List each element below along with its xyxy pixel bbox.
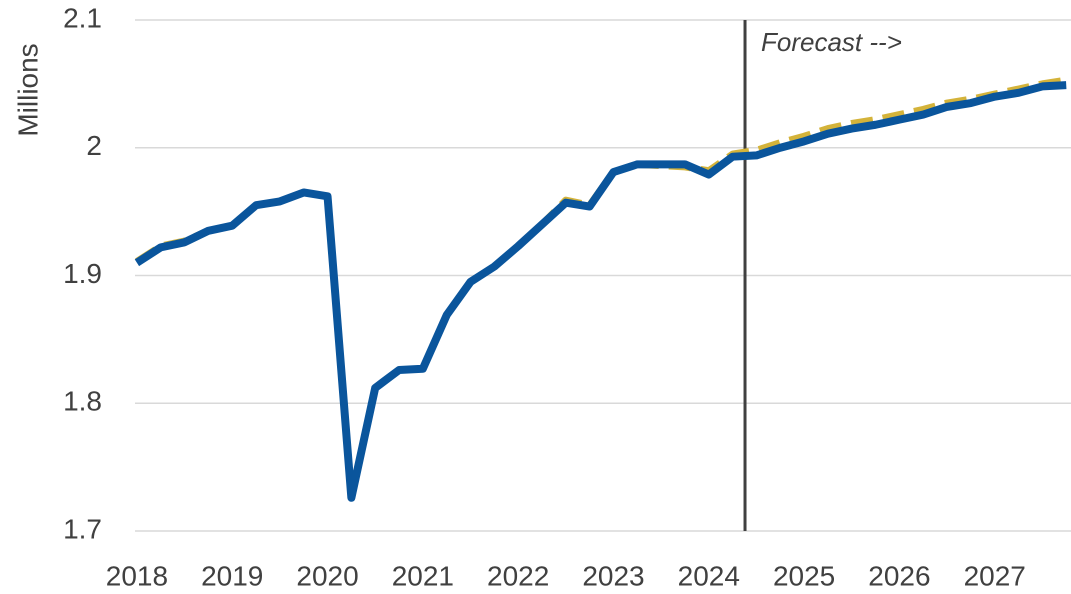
y-axis-label: Millions <box>12 43 43 136</box>
x-tick-label: 2027 <box>964 560 1026 591</box>
y-tick-label: 1.7 <box>63 513 102 544</box>
y-tick-label: 1.8 <box>63 386 102 417</box>
y-tick-label: 2 <box>86 130 102 161</box>
series-line <box>135 76 1067 502</box>
annotation: Forecast --> <box>761 27 902 57</box>
x-tick-label: 2025 <box>773 560 835 591</box>
series-line <box>134 81 1067 502</box>
x-tick-label: 2021 <box>392 560 454 591</box>
x-tick-label: 2026 <box>868 560 930 591</box>
y-tick-label: 1.9 <box>63 258 102 289</box>
x-tick-label: 2024 <box>678 560 740 591</box>
x-tick-label: 2020 <box>296 560 358 591</box>
x-tick-label: 2018 <box>106 560 168 591</box>
y-tick-label: 2.1 <box>63 2 102 33</box>
x-tick-label: 2023 <box>582 560 644 591</box>
x-tick-label: 2022 <box>487 560 549 591</box>
x-tick-label: 2019 <box>201 560 263 591</box>
